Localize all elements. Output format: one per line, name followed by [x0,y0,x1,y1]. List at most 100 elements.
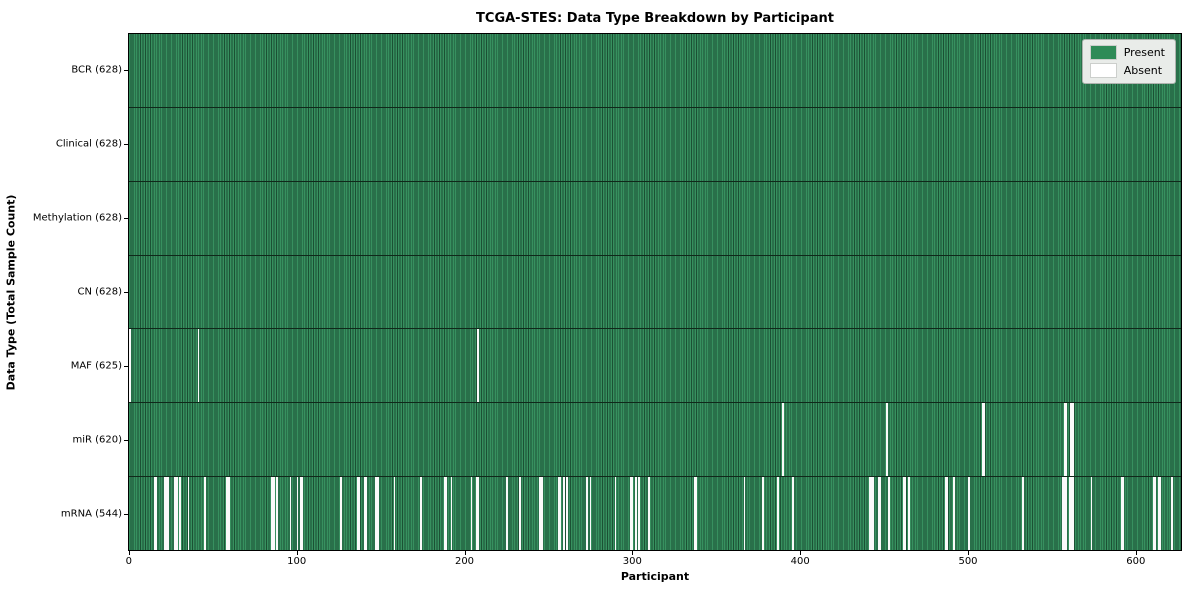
absent-stripe [365,477,367,551]
absent-stripe [871,477,873,551]
absent-stripe [1063,403,1066,477]
row-maf [129,329,1181,404]
y-tick-mark [124,144,128,145]
x-tick-mark [800,551,802,555]
absent-stripe [358,477,361,551]
absent-stripe [340,477,342,551]
absent-stripe [1065,477,1068,551]
absent-stripe [477,477,480,551]
absent-stripe [782,403,784,477]
absent-stripe [634,477,637,551]
x-tick-mark [128,551,130,555]
y-tick-mark [124,514,128,515]
absent-stripe [907,477,910,551]
absent-stripe [164,477,166,551]
absent-stripe [393,477,396,551]
absent-stripe [1072,403,1074,477]
y-axis-label: Data Type (Total Sample Count) [4,194,18,391]
row-mrna [129,477,1181,551]
absent-stripe [445,477,448,551]
row-cn [129,255,1181,330]
legend-label: Present [1123,46,1165,59]
absent-stripe [1068,477,1071,551]
absent-stripe [946,477,949,551]
y-tick-label-cn: CN (628) [77,286,122,298]
legend: Present Absent [1081,39,1176,84]
absent-stripe [420,477,423,551]
absent-stripe [557,477,560,551]
x-tick-label-500: 500 [958,556,978,567]
absent-stripe [165,477,168,551]
absent-stripe [204,477,207,551]
row-mir [129,403,1181,478]
absent-stripe [887,477,890,551]
legend-swatch-present [1089,45,1117,60]
absent-stripe [289,477,292,551]
legend-entry-present: Present [1089,45,1165,60]
absent-stripe [879,477,882,551]
x-tick-mark [464,551,466,555]
absent-stripe [539,477,542,551]
y-tick-mark [124,292,128,293]
absent-stripe [1120,477,1123,551]
absent-stripe [586,477,588,551]
y-tick-label-methylation: Methylation (628) [32,212,122,224]
x-tick-mark [1135,551,1137,555]
absent-stripe [155,477,158,551]
absent-stripe [1063,477,1066,551]
absent-stripe [648,477,650,551]
absent-stripe [154,477,156,551]
row-bcr [129,34,1181,108]
y-tick-mark [124,70,128,71]
absent-stripe [743,477,746,551]
absent-stripe [777,477,779,551]
absent-stripe [363,477,366,551]
absent-stripe [443,477,446,551]
absent-stripe [904,477,907,551]
absent-stripe [271,477,274,551]
absent-stripe [1070,477,1073,551]
absent-stripe [562,477,565,551]
absent-stripe [792,477,795,551]
absent-stripe [299,477,302,551]
plot-area [128,33,1182,551]
absent-stripe [167,477,170,551]
row-clinical [129,107,1181,182]
absent-stripe [762,477,764,551]
absent-stripe [559,477,562,551]
absent-stripe [450,477,453,551]
absent-stripe [693,477,696,551]
absent-stripe [944,477,947,551]
x-tick-label-300: 300 [622,556,642,567]
absent-stripe [296,477,299,551]
absent-stripe [1154,477,1156,551]
x-axis-label: Participant [620,570,690,583]
absent-stripe [1159,477,1161,551]
absent-stripe [475,477,478,551]
absent-stripe [1090,477,1093,551]
absent-stripe [174,477,176,551]
absent-stripe [1157,477,1160,551]
absent-stripe [376,477,379,551]
y-tick-label-clinical: Clinical (628) [55,138,122,150]
absent-stripe [869,477,872,551]
absent-stripe [273,477,275,551]
absent-stripe [356,477,359,551]
y-tick-mark [124,366,128,367]
y-tick-label-maf: MAF (625) [70,360,122,372]
absent-stripe [872,477,875,551]
absent-stripe [1065,403,1068,477]
absent-stripe [1122,477,1125,551]
absent-stripe [477,329,480,403]
x-tick-label-0: 0 [125,556,133,567]
absent-stripe [695,477,697,551]
x-tick-label-600: 600 [1126,556,1146,567]
absent-stripe [981,403,984,477]
absent-stripe [519,477,521,551]
absent-stripe [1062,477,1064,551]
absent-stripe [375,477,377,551]
absent-stripe [631,477,634,551]
absent-stripe [1021,477,1024,551]
absent-stripe [902,477,905,551]
absent-stripe [614,477,617,551]
